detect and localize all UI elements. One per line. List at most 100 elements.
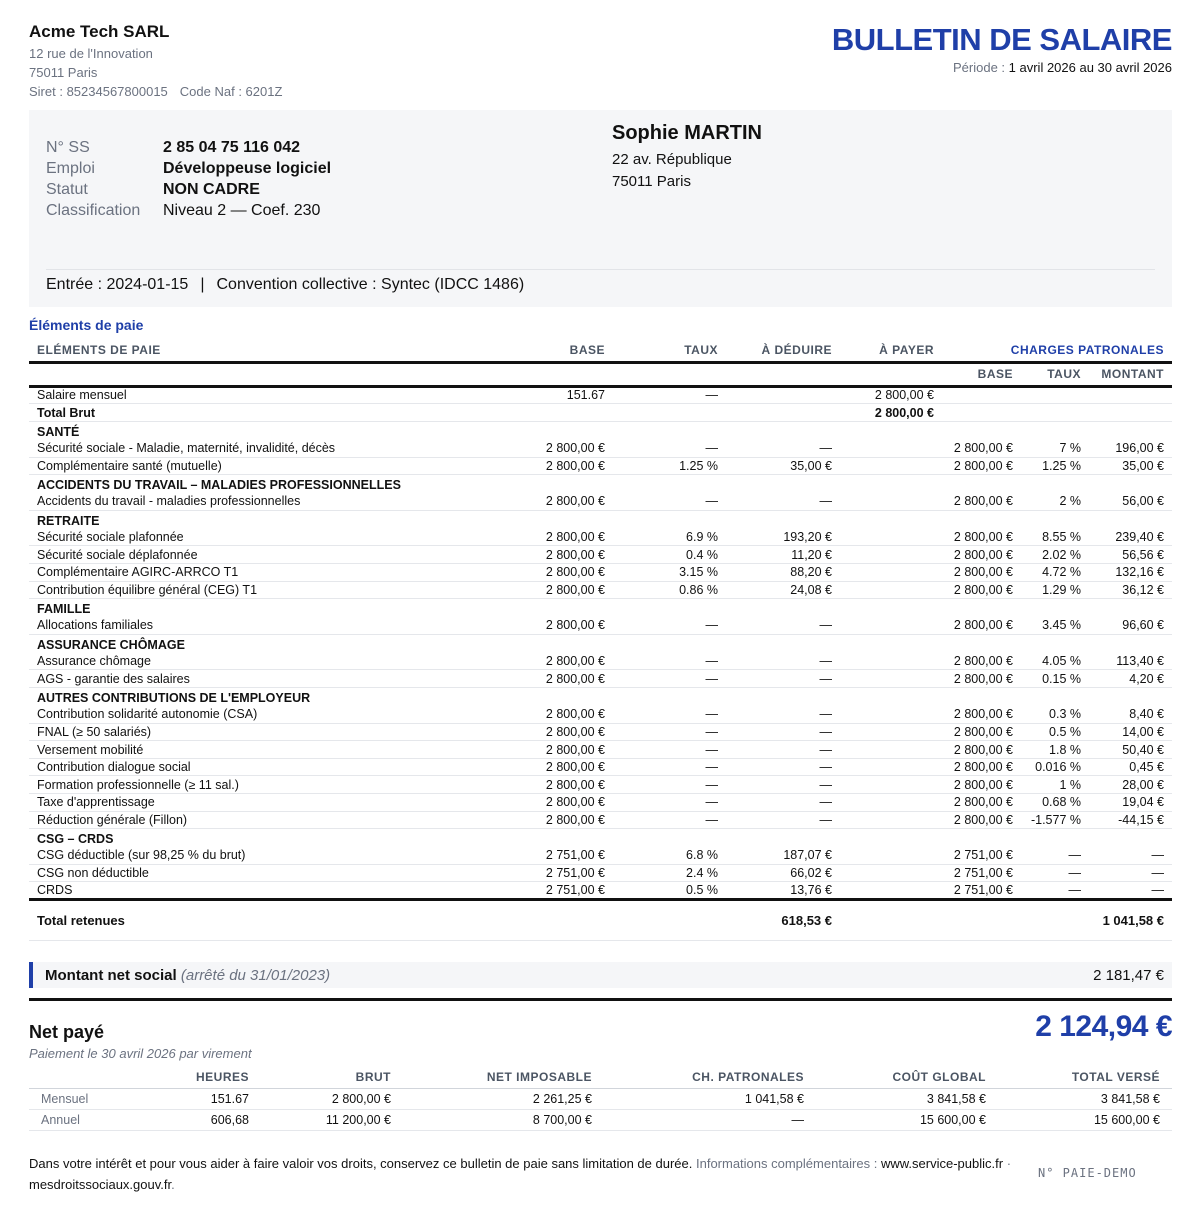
section-header-row: RETRAITE: [29, 510, 1172, 528]
col-header-ch-montant: MONTANT: [1089, 362, 1173, 388]
summary-col-header: HEURES: [169, 1066, 261, 1089]
row-ch-taux: 4.72 %: [1021, 563, 1089, 582]
footer-end: .: [171, 1177, 175, 1192]
row-label: Contribution équilibre général (CEG) T1: [29, 581, 499, 600]
row-deduire: —: [726, 793, 840, 812]
row-payer: [840, 723, 942, 742]
row-payer: [840, 439, 942, 458]
row-ch-montant: 8,40 €: [1089, 705, 1173, 724]
table-row: Assurance chômage 2 800,00 € — —2 800,00 €4…: [29, 652, 1173, 671]
row-ch-montant: 4,20 €: [1089, 669, 1173, 689]
row-ch-montant: 0,45 €: [1089, 758, 1173, 777]
row-payer: 2 800,00 €: [840, 386, 942, 405]
row-payer: [840, 811, 942, 830]
row-ch-taux: 0.68 %: [1021, 793, 1089, 812]
employee-field-classification: Classification Niveau 2 — Coef. 230: [46, 200, 331, 221]
row-base: 2 800,00 €: [499, 723, 613, 742]
table-subheader-row: BASE TAUX MONTANT: [29, 362, 1173, 388]
row-ch-montant: 28,00 €: [1089, 775, 1173, 794]
row-taux: [613, 897, 726, 941]
employee-field-statut: Statut NON CADRE: [46, 179, 331, 200]
row-label: Contribution dialogue social: [29, 758, 499, 777]
col-header-payer: À PAYER: [840, 339, 942, 364]
row-base: 2 800,00 €: [499, 581, 613, 600]
row-label: Complémentaire AGIRC-ARRCO T1: [29, 563, 499, 582]
col-header-base: BASE: [499, 339, 613, 364]
table-row: FNAL (≥ 50 salariés) 2 800,00 € — —2 800,00…: [29, 723, 1173, 742]
period-value: 1 avril 2026 au 30 avril 2026: [1008, 60, 1172, 75]
row-payer: [840, 881, 942, 900]
row-base: 151.67: [499, 386, 613, 405]
row-ch-taux: -1.577 %: [1021, 811, 1089, 830]
section-header-row: SANTÉ: [29, 422, 1172, 440]
summary-table: HEURES BRUT NET IMPOSABLE CH. PATRONALES…: [29, 1066, 1172, 1131]
link-service-public[interactable]: www.service-public.fr: [880, 1156, 1004, 1171]
row-ch-montant: -44,15 €: [1089, 811, 1173, 830]
table-row: Sécurité sociale plafonnée 2 800,00 €6.9 …: [29, 528, 1173, 547]
row-taux: —: [613, 723, 726, 742]
row-base: 2 800,00 €: [499, 775, 613, 794]
row-ch-base: 2 800,00 €: [942, 528, 1021, 547]
row-deduire: 13,76 €: [726, 881, 840, 900]
summary-cell: 15 600,00 €: [998, 1109, 1172, 1131]
table-row: Contribution dialogue social 2 800,00 € — —…: [29, 758, 1173, 777]
footer-separator: ·: [1006, 1156, 1012, 1171]
row-ch-base: 2 800,00 €: [942, 492, 1021, 511]
link-mesdroitssociaux[interactable]: mesdroitssociaux.gouv.fr: [29, 1177, 172, 1192]
row-base: 2 800,00 €: [499, 758, 613, 777]
row-deduire: [726, 386, 840, 405]
table-row: Salaire mensuel 151.67 — 2 800,00 €: [29, 386, 1173, 405]
row-label: Assurance chômage: [29, 652, 499, 671]
table-row: Complémentaire AGIRC-ARRCO T1 2 800,00 €3…: [29, 563, 1173, 582]
row-ch-taux: 0.5 %: [1021, 723, 1089, 742]
table-row: Contribution solidarité autonomie (CSA) 2…: [29, 705, 1173, 724]
company-address-line1: 12 rue de l'Innovation: [29, 46, 153, 61]
field-key: N° SS: [46, 139, 90, 156]
row-taux: 0.86 %: [613, 581, 726, 600]
col-header-ch-taux: TAUX: [1021, 362, 1089, 388]
col-header-elements: ELÉMENTS DE PAIE: [29, 339, 499, 364]
company-ids: Siret : 85234567800015 Code Naf : 6201Z: [29, 84, 282, 99]
row-deduire: 24,08 €: [726, 581, 840, 600]
row-base: [499, 897, 613, 941]
row-label: Formation professionnelle (≥ 11 sal.): [29, 775, 499, 794]
divider: [46, 269, 1155, 270]
row-payer: [840, 581, 942, 600]
row-taux: 3.15 %: [613, 563, 726, 582]
summary-col-header: BRUT: [261, 1066, 403, 1089]
row-payer: [840, 545, 942, 565]
row-ch-base: 2 800,00 €: [942, 545, 1021, 565]
field-key: Classification: [46, 202, 141, 219]
row-label: Contribution solidarité autonomie (CSA): [29, 705, 499, 724]
row-taux: —: [613, 758, 726, 777]
row-ch-base: [942, 386, 1021, 405]
row-ch-taux: —: [1021, 881, 1089, 900]
entry-date: Entrée : 2024-01-15: [46, 276, 189, 293]
row-ch-taux: 7 %: [1021, 439, 1089, 458]
table-row: Formation professionnelle (≥ 11 sal.) 2 8…: [29, 775, 1173, 794]
row-ch-montant: 36,12 €: [1089, 581, 1173, 600]
row-base: 2 800,00 €: [499, 793, 613, 812]
table-row: Sécurité sociale déplafonnée 2 800,00 €0.…: [29, 545, 1173, 565]
row-label: Sécurité sociale - Maladie, maternité, i…: [29, 439, 499, 458]
row-taux: —: [613, 669, 726, 689]
section-header-row: ASSURANCE CHÔMAGE: [29, 634, 1172, 652]
row-payer: [840, 793, 942, 812]
row-deduire: —: [726, 758, 840, 777]
row-ch-base: 2 800,00 €: [942, 616, 1021, 635]
row-payer: [840, 705, 942, 724]
summary-cell: Annuel: [29, 1109, 169, 1131]
row-deduire: —: [726, 740, 840, 759]
separator: |: [200, 276, 205, 293]
row-ch-montant: 196,00 €: [1089, 439, 1173, 458]
collective-agreement: Convention collective : Syntec (IDCC 148…: [216, 276, 525, 293]
row-taux: [613, 403, 726, 423]
summary-row-mensuel: Mensuel 151.67 2 800,00 € 2 261,25 € 1 0…: [29, 1088, 1172, 1110]
row-taux: —: [613, 652, 726, 671]
net-social-value: 2 181,47 €: [1093, 966, 1164, 984]
field-key: Emploi: [46, 160, 95, 177]
row-ch-base: 2 800,00 €: [942, 758, 1021, 777]
period-label: Période :: [952, 60, 1006, 75]
row-base: 2 800,00 €: [499, 705, 613, 724]
summary-cell: 2 261,25 €: [403, 1088, 604, 1110]
